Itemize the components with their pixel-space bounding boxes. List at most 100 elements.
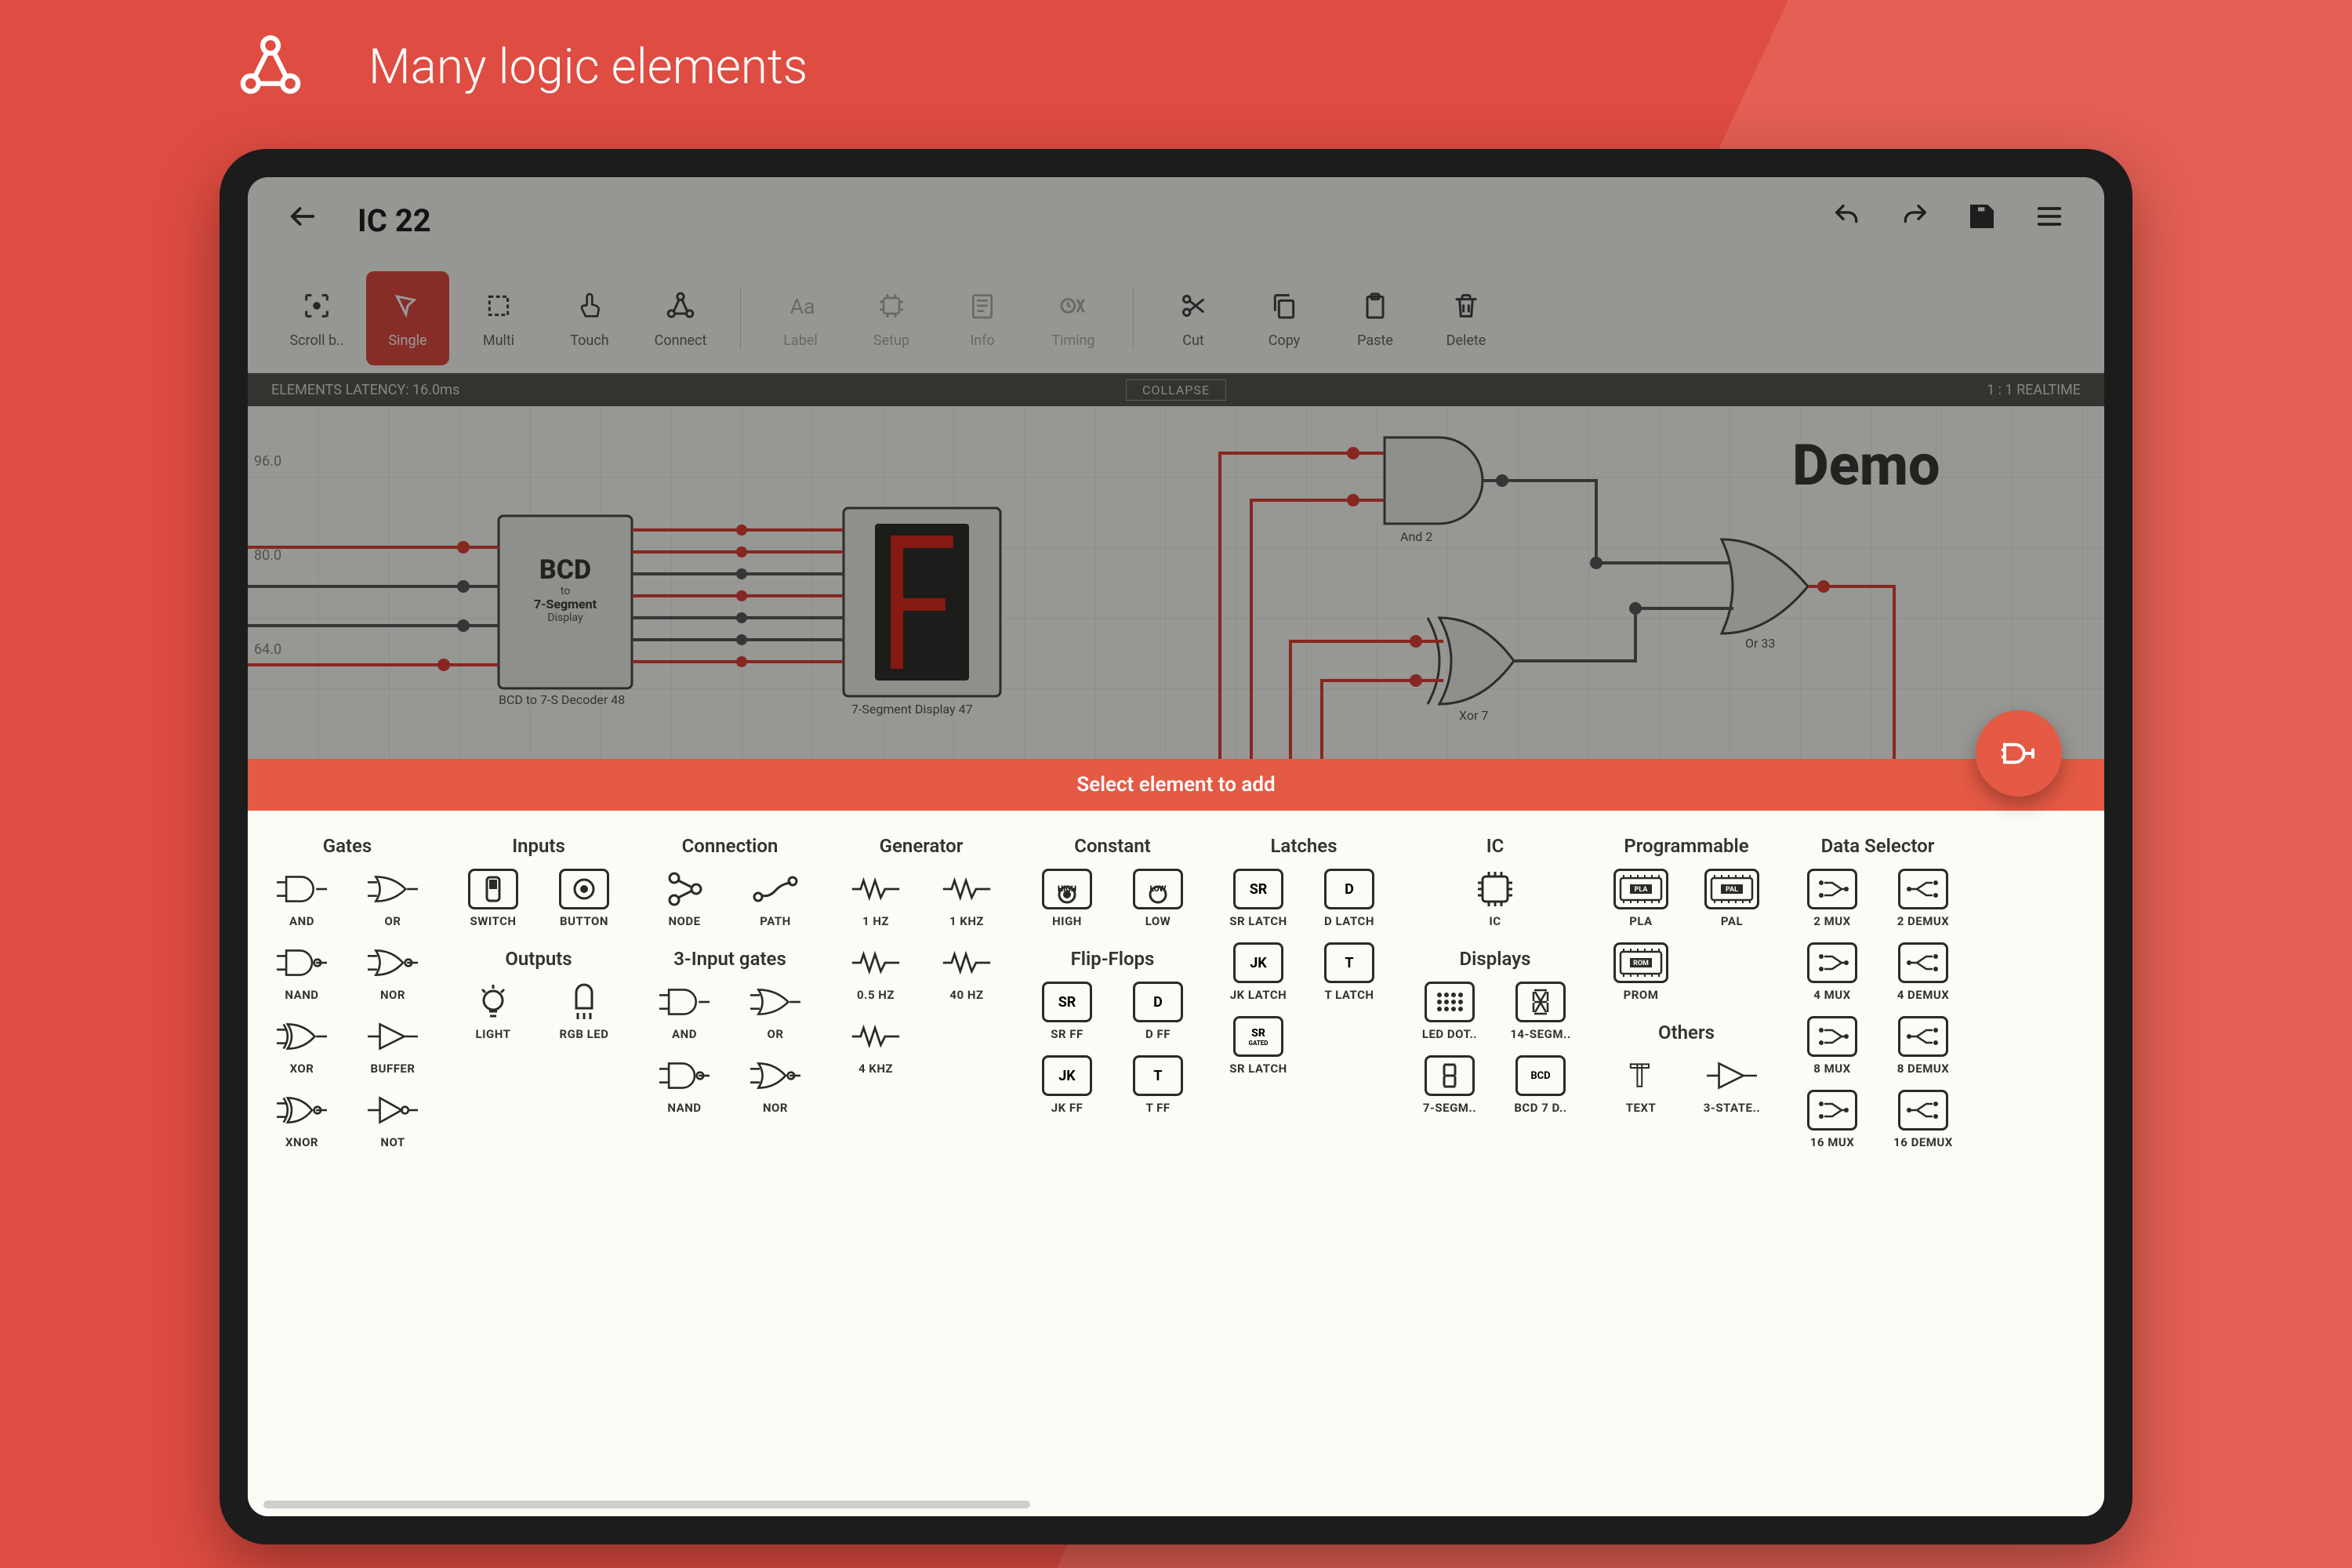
- element-sr-ff[interactable]: SRSR FF: [1029, 982, 1105, 1041]
- element-sr-latch[interactable]: SRSR LATCH: [1220, 869, 1297, 928]
- element-4-khz[interactable]: 4 KHZ: [837, 1016, 914, 1076]
- component-and[interactable]: And 2: [1385, 437, 1483, 544]
- svg-text:7-Segment Display 47: 7-Segment Display 47: [851, 702, 973, 717]
- element-label: NODE: [668, 914, 700, 928]
- element-16-mux[interactable]: 16 MUX: [1794, 1090, 1871, 1149]
- undo-button[interactable]: [1831, 201, 1863, 240]
- element-or[interactable]: OR: [354, 869, 431, 928]
- element-label: 4 KHZ: [858, 1062, 893, 1076]
- element-nand[interactable]: NAND: [646, 1055, 723, 1115]
- element-1-hz[interactable]: 1 HZ: [837, 869, 914, 928]
- toolbar-info[interactable]: Info: [941, 271, 1024, 365]
- element-node[interactable]: NODE: [646, 869, 723, 928]
- component-bcd[interactable]: BCD to 7-Segment Display BCD to 7-S Deco…: [499, 516, 632, 707]
- element-2-mux[interactable]: 2 MUX: [1794, 869, 1871, 928]
- element-label: D FF: [1145, 1027, 1171, 1041]
- element-label: SR LATCH: [1229, 1062, 1287, 1076]
- element-switch[interactable]: SWITCH: [455, 869, 532, 928]
- toolbar-cut[interactable]: Cut: [1152, 271, 1235, 365]
- element-14-segm-[interactable]: 14-SEGM..: [1502, 982, 1579, 1041]
- element-path[interactable]: PATH: [737, 869, 814, 928]
- element-sr-latch[interactable]: SRGATEDSR LATCH: [1220, 1016, 1297, 1076]
- menu-button[interactable]: [2034, 201, 2065, 240]
- circuit-canvas[interactable]: 96.0 80.0 64.0 BCD to 7-Segment Display …: [248, 406, 2104, 759]
- toolbar-single[interactable]: Single: [366, 271, 449, 365]
- toolbar-touch[interactable]: Touch: [548, 271, 631, 365]
- element-and[interactable]: AND: [263, 869, 340, 928]
- element-button[interactable]: BUTTON: [546, 869, 622, 928]
- element-16-demux[interactable]: 16 DEMUX: [1885, 1090, 1962, 1149]
- element-3-state-[interactable]: 3-STATE..: [1693, 1055, 1770, 1115]
- component-or[interactable]: Or 33: [1722, 539, 1808, 651]
- add-panel-title: Select element to add: [248, 759, 2104, 811]
- element-pla[interactable]: PLAPLA: [1602, 869, 1679, 928]
- element-label: 4 DEMUX: [1897, 988, 1950, 1002]
- toolbar-connect[interactable]: Connect: [639, 271, 722, 365]
- element-t-latch[interactable]: TT LATCH: [1311, 942, 1388, 1002]
- element-high[interactable]: HIGHHIGH: [1029, 869, 1105, 928]
- element-8-mux[interactable]: 8 MUX: [1794, 1016, 1871, 1076]
- element-label: T FF: [1145, 1101, 1170, 1115]
- toolbar-copy[interactable]: Copy: [1243, 271, 1326, 365]
- toolbar-setup[interactable]: Setup: [850, 271, 933, 365]
- element-or[interactable]: OR: [737, 982, 814, 1041]
- toolbar-timing[interactable]: Timing: [1032, 271, 1115, 365]
- element-1-khz[interactable]: 1 KHZ: [928, 869, 1005, 928]
- component-xor[interactable]: Xor 7: [1428, 618, 1514, 723]
- palette-column-data-selector: Data Selector2 MUX2 DEMUX4 MUX4 DEMUX8 M…: [1794, 834, 1962, 1491]
- element-nor[interactable]: NOR: [354, 942, 431, 1002]
- palette-scrollbar[interactable]: [263, 1501, 2089, 1508]
- copy-icon: [1269, 287, 1300, 325]
- element-not[interactable]: NOT: [354, 1090, 431, 1149]
- toolbar-scroll-b-[interactable]: Scroll b..: [275, 271, 358, 365]
- element-4-mux[interactable]: 4 MUX: [1794, 942, 1871, 1002]
- svg-text:to: to: [561, 585, 570, 597]
- back-button[interactable]: [287, 200, 318, 241]
- element-led-dot-[interactable]: LED DOT..: [1411, 982, 1488, 1041]
- element-2-demux[interactable]: 2 DEMUX: [1885, 869, 1962, 928]
- element-label: D LATCH: [1324, 914, 1374, 928]
- element-nand[interactable]: NAND: [263, 942, 340, 1002]
- element-8-demux[interactable]: 8 DEMUX: [1885, 1016, 1962, 1076]
- element-low[interactable]: LOWLOW: [1120, 869, 1196, 928]
- toolbar-label: Timing: [1051, 332, 1094, 349]
- add-element-fab[interactable]: [1976, 710, 2062, 797]
- redo-button[interactable]: [1899, 201, 1930, 240]
- element-rgb-led[interactable]: RGB LED: [546, 982, 622, 1041]
- palette-column-programmable: ProgrammablePLAPLAPALPALROMPROMOthersTTE…: [1602, 834, 1770, 1491]
- toolbar-label[interactable]: AaLabel: [759, 271, 842, 365]
- element-0-5-hz[interactable]: 0.5 HZ: [837, 942, 914, 1002]
- toolbar-delete[interactable]: Delete: [1425, 271, 1508, 365]
- toolbar-multi[interactable]: Multi: [457, 271, 540, 365]
- toolbar-paste[interactable]: Paste: [1334, 271, 1417, 365]
- element-prom[interactable]: ROMPROM: [1602, 942, 1679, 1002]
- element-nor[interactable]: NOR: [737, 1055, 814, 1115]
- save-button[interactable]: [1966, 201, 1998, 240]
- element-label: JK LATCH: [1230, 988, 1287, 1002]
- toolbar-label: Label: [783, 332, 818, 349]
- component-7seg[interactable]: 7-Segment Display 47: [844, 508, 1000, 717]
- element-pal[interactable]: PALPAL: [1693, 869, 1770, 928]
- element-7-segm-[interactable]: 7-SEGM..: [1411, 1055, 1488, 1115]
- element-40-hz[interactable]: 40 HZ: [928, 942, 1005, 1002]
- element-t-ff[interactable]: TT FF: [1120, 1055, 1196, 1115]
- element-d-latch[interactable]: DD LATCH: [1311, 869, 1388, 928]
- element-xor[interactable]: XOR: [263, 1016, 340, 1076]
- element-bcd-7-d-[interactable]: BCDBCD 7 D..: [1502, 1055, 1579, 1115]
- element-buffer[interactable]: BUFFER: [354, 1016, 431, 1076]
- element-jk-latch[interactable]: JKJK LATCH: [1220, 942, 1297, 1002]
- element-xnor[interactable]: XNOR: [263, 1090, 340, 1149]
- element-label: SR FF: [1051, 1027, 1083, 1041]
- element-d-ff[interactable]: DD FF: [1120, 982, 1196, 1041]
- element-4-demux[interactable]: 4 DEMUX: [1885, 942, 1962, 1002]
- element-ic[interactable]: IC: [1457, 869, 1534, 928]
- element-label: 8 DEMUX: [1897, 1062, 1950, 1076]
- collapse-button[interactable]: COLLAPSE: [1126, 379, 1226, 401]
- element-jk-ff[interactable]: JKJK FF: [1029, 1055, 1105, 1115]
- element-label: T LATCH: [1324, 988, 1374, 1002]
- element-light[interactable]: LIGHT: [455, 982, 532, 1041]
- element-and[interactable]: AND: [646, 982, 723, 1041]
- element-label: PAL: [1721, 914, 1743, 928]
- multi-icon: [483, 287, 514, 325]
- element-text[interactable]: TTEXT: [1602, 1055, 1679, 1115]
